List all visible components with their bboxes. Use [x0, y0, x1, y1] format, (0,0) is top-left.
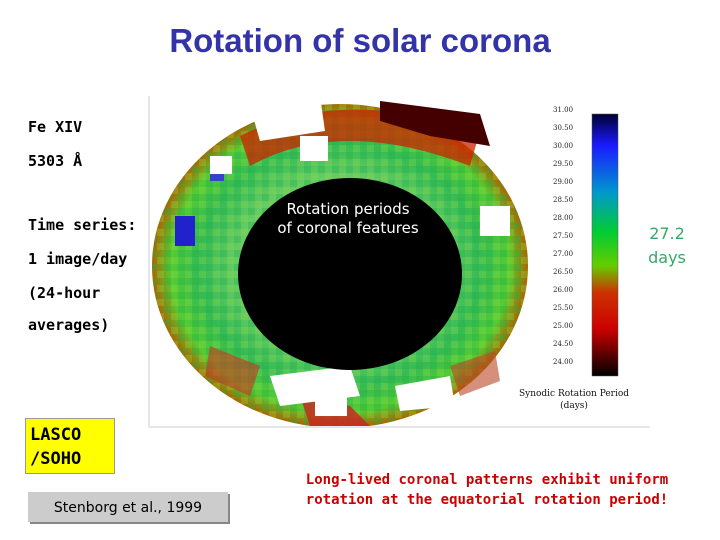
reference-box: Stenborg et al., 1999 — [28, 492, 228, 522]
scale-tick: 28.00 — [553, 214, 574, 222]
scale-title: Synodic Rotation Period (days) — [518, 388, 630, 412]
conclusion-line-1: Long-lived coronal patterns exhibit unif… — [305, 472, 669, 488]
slide-title: Rotation of solar corona — [169, 22, 551, 59]
time-series-label: Time series: — [28, 216, 137, 234]
instrument-line-2: /SOHO — [30, 449, 82, 469]
instrument-badge: LASCO /SOHO — [25, 418, 115, 474]
scale-tick: 26.00 — [553, 286, 574, 294]
scale-title-line-2: (days) — [560, 401, 588, 411]
period-value: 27.2 — [649, 224, 685, 243]
scale-tick: 24.50 — [553, 340, 574, 348]
equatorial-period-label: 27.2 days — [645, 222, 689, 270]
scale-tick: 29.00 — [553, 178, 574, 186]
scale-tick: 27.00 — [553, 250, 574, 258]
scale-title-line-1: Synodic Rotation Period — [518, 389, 630, 399]
scale-tick: 30.50 — [553, 124, 574, 132]
color-scale-bar — [591, 113, 619, 377]
scale-tick: 25.00 — [553, 322, 574, 330]
averaging-label-2: averages) — [28, 316, 110, 334]
scale-tick: 31.00 — [553, 106, 574, 114]
conclusion-line-2: rotation at the equatorial rotation peri… — [305, 492, 669, 508]
scale-tick: 26.50 — [553, 268, 574, 276]
cadence-label: 1 image/day — [28, 250, 128, 268]
rotation-map-image — [150, 96, 645, 428]
period-unit: days — [648, 248, 686, 267]
conclusion-text: Long-lived coronal patterns exhibit unif… — [262, 470, 712, 510]
scale-tick: 25.50 — [553, 304, 574, 312]
line-instrument: Fe XIV — [28, 118, 83, 136]
center-label-line-1: Rotation periods — [286, 200, 410, 218]
rotation-map-figure — [148, 96, 650, 428]
scale-tick: 28.50 — [553, 196, 574, 204]
occulter-disk — [238, 178, 462, 370]
scale-tick: 30.00 — [553, 142, 574, 150]
instrument-line-1: LASCO — [30, 425, 82, 445]
scale-tick: 24.00 — [553, 358, 574, 366]
center-label: Rotation periods of coronal features — [248, 200, 448, 238]
center-label-line-2: of coronal features — [277, 219, 419, 237]
averaging-label-1: (24-hour — [28, 284, 101, 302]
scale-tick: 29.50 — [553, 160, 574, 168]
line-wavelength: 5303 Å — [28, 152, 83, 170]
scale-tick: 27.50 — [553, 232, 574, 240]
